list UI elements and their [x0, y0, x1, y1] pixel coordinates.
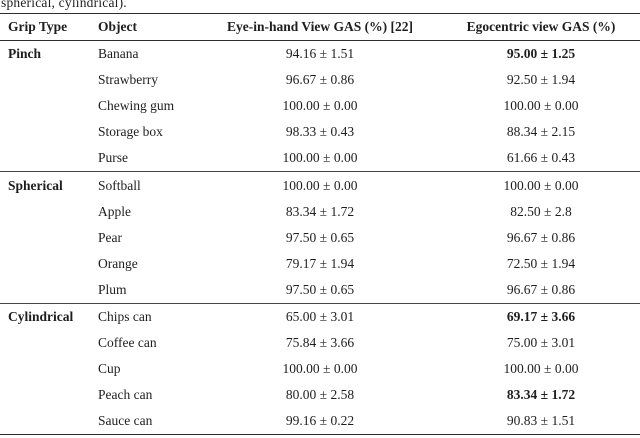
table-row: Apple 83.34 ± 1.72 82.50 ± 2.8: [0, 199, 640, 225]
egocentric-cell: 82.50 ± 2.8: [510, 203, 572, 219]
grip-type-cell: Pinch: [8, 46, 42, 62]
object-cell: Orange: [98, 255, 138, 271]
eye-in-hand-cell: 100.00 ± 0.00: [282, 177, 358, 193]
eye-in-hand-cell: 100.00 ± 0.00: [282, 361, 358, 377]
results-table: Grip Type Object Eye-in-hand View GAS (%…: [0, 13, 640, 436]
table-row: Strawberry 96.67 ± 0.86 92.50 ± 1.94: [0, 67, 640, 93]
eye-in-hand-cell: 100.00 ± 0.00: [282, 150, 358, 166]
eye-in-hand-cell: 75.84 ± 3.66: [285, 335, 355, 351]
table-row: Sauce can 99.16 ± 0.22 90.83 ± 1.51: [0, 408, 640, 434]
egocentric-cell: 96.67 ± 0.86: [506, 281, 576, 297]
group-cylindrical: Cylindrical Chips can 65.00 ± 3.01 69.17…: [0, 302, 640, 434]
group-pinch: Pinch Banana 94.16 ± 1.51 95.00 ± 1.25 S…: [0, 41, 640, 171]
object-cell: Chips can: [98, 308, 152, 324]
header-row: Grip Type Object Eye-in-hand View GAS (%…: [0, 14, 640, 41]
eye-in-hand-cell: 97.50 ± 0.65: [285, 281, 355, 297]
col-header-grip-type: Grip Type: [8, 19, 68, 34]
object-cell: Plum: [98, 281, 127, 297]
table-row: Spherical Softball 100.00 ± 0.00 100.00 …: [0, 172, 640, 198]
col-header-egocentric: Egocentric view GAS (%): [466, 19, 616, 34]
eye-in-hand-cell: 79.17 ± 1.94: [285, 255, 355, 271]
table-row: Storage box 98.33 ± 0.43 88.34 ± 2.15: [0, 119, 640, 145]
object-cell: Softball: [98, 177, 141, 193]
eye-in-hand-cell: 65.00 ± 3.01: [285, 308, 355, 324]
group-spherical: Spherical Softball 100.00 ± 0.00 100.00 …: [0, 171, 640, 302]
eye-in-hand-cell: 98.33 ± 0.43: [285, 124, 355, 140]
table-caption-fragment: spherical, cylindrical).: [0, 0, 640, 13]
egocentric-cell: 75.00 ± 3.01: [506, 335, 576, 351]
eye-in-hand-cell: 96.67 ± 0.86: [285, 72, 355, 88]
table-row: Chewing gum 100.00 ± 0.00 100.00 ± 0.00: [0, 93, 640, 119]
object-cell: Purse: [98, 150, 128, 166]
egocentric-cell: 61.66 ± 0.43: [506, 150, 576, 166]
object-cell: Peach can: [98, 387, 153, 403]
col-header-eye-in-hand: Eye-in-hand View GAS (%) [22]: [226, 19, 413, 34]
object-cell: Sauce can: [98, 413, 153, 429]
egocentric-cell: 72.50 ± 1.94: [506, 255, 576, 271]
table-row: Pear 97.50 ± 0.65 96.67 ± 0.86: [0, 225, 640, 251]
object-cell: Cup: [98, 361, 121, 377]
egocentric-cell: 95.00 ± 1.25: [506, 46, 576, 62]
egocentric-cell: 100.00 ± 0.00: [503, 177, 579, 193]
table-row: Plum 97.50 ± 0.65 96.67 ± 0.86: [0, 277, 640, 303]
col-header-object: Object: [98, 19, 137, 34]
table-row: Peach can 80.00 ± 2.58 83.34 ± 1.72: [0, 382, 640, 408]
eye-in-hand-cell: 99.16 ± 0.22: [285, 413, 355, 429]
object-cell: Chewing gum: [98, 98, 175, 114]
table-row: Pinch Banana 94.16 ± 1.51 95.00 ± 1.25: [0, 41, 640, 67]
table-row: Cylindrical Chips can 65.00 ± 3.01 69.17…: [0, 304, 640, 330]
object-cell: Pear: [98, 229, 122, 245]
table-row: Purse 100.00 ± 0.00 61.66 ± 0.43: [0, 145, 640, 171]
egocentric-cell: 96.67 ± 0.86: [506, 229, 576, 245]
object-cell: Apple: [98, 203, 131, 219]
eye-in-hand-cell: 80.00 ± 2.58: [285, 387, 355, 403]
object-cell: Banana: [98, 46, 139, 62]
caption-text: spherical, cylindrical).: [1, 0, 127, 10]
egocentric-cell: 88.34 ± 2.15: [506, 124, 576, 140]
table-row: Cup 100.00 ± 0.00 100.00 ± 0.00: [0, 356, 640, 382]
egocentric-cell: 100.00 ± 0.00: [503, 361, 579, 377]
eye-in-hand-cell: 94.16 ± 1.51: [285, 46, 355, 62]
eye-in-hand-cell: 100.00 ± 0.00: [282, 98, 358, 114]
object-cell: Coffee can: [98, 335, 157, 351]
object-cell: Strawberry: [98, 72, 158, 88]
grip-type-cell: Cylindrical: [8, 308, 74, 324]
grip-type-cell: Spherical: [8, 177, 63, 193]
table-row: Coffee can 75.84 ± 3.66 75.00 ± 3.01: [0, 330, 640, 356]
egocentric-cell: 92.50 ± 1.94: [506, 72, 576, 88]
table-row: Orange 79.17 ± 1.94 72.50 ± 1.94: [0, 251, 640, 277]
object-cell: Storage box: [98, 124, 163, 140]
egocentric-cell: 69.17 ± 3.66: [506, 308, 576, 324]
egocentric-cell: 90.83 ± 1.51: [506, 413, 576, 429]
eye-in-hand-cell: 97.50 ± 0.65: [285, 229, 355, 245]
egocentric-cell: 100.00 ± 0.00: [503, 98, 579, 114]
eye-in-hand-cell: 83.34 ± 1.72: [285, 203, 355, 219]
egocentric-cell: 83.34 ± 1.72: [506, 387, 576, 403]
